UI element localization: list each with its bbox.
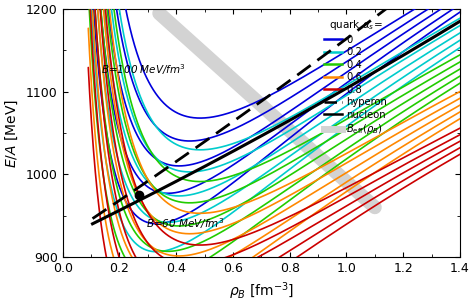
Text: $B$=60 MeV/fm$^3$: $B$=60 MeV/fm$^3$ (146, 216, 225, 231)
Y-axis label: $E/A$ [MeV]: $E/A$ [MeV] (4, 99, 20, 167)
Text: $B$=100 MeV/fm$^3$: $B$=100 MeV/fm$^3$ (101, 62, 186, 76)
X-axis label: $\rho_B$ [fm$^{-3}$]: $\rho_B$ [fm$^{-3}$] (229, 280, 294, 302)
Legend: 0, 0.2, 0.4, 0.6, 0.8, hyperon, nucleon, $B_{\rm eff}(\rho_B)$: 0, 0.2, 0.4, 0.6, 0.8, hyperon, nucleon,… (320, 14, 391, 140)
